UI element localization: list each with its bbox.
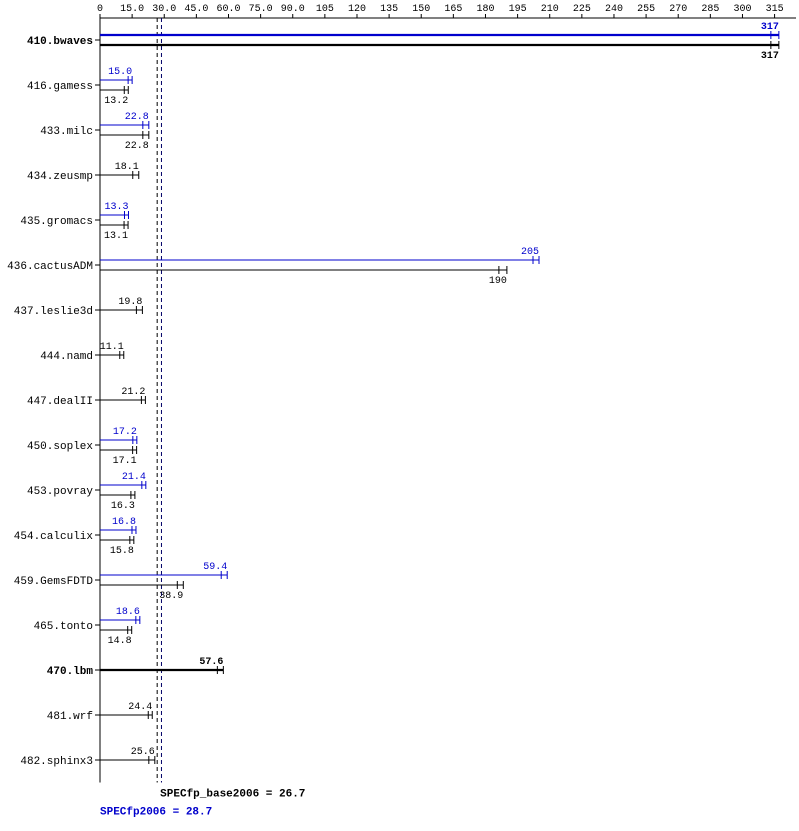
base-value: 190 (489, 276, 507, 287)
peak-value: 59.4 (203, 562, 227, 573)
spec-benchmark-chart: 0 15.0 30.0 45.0 60.0 75.0 90.0 105 120 135 150 165… (0, 0, 799, 831)
peak-value: 22.8 (125, 112, 149, 123)
x-tick-label: 315 (766, 4, 784, 15)
base-value: 19.8 (118, 297, 142, 308)
base-value: 24.4 (128, 702, 152, 713)
x-tick-label: 300 (733, 4, 751, 15)
summary-base-label: SPECfp_base2006 = 26.7 (160, 789, 305, 801)
benchmark-label: 435.gromacs (20, 216, 93, 228)
base-value: 317 (761, 51, 779, 62)
x-tick-label: 210 (541, 4, 559, 15)
peak-value: 15.0 (108, 67, 132, 78)
base-value: 21.2 (121, 387, 145, 398)
x-tick-label: 255 (637, 4, 655, 15)
benchmark-label: 459.GemsFDTD (14, 576, 94, 588)
benchmark-label: 482.sphinx3 (20, 756, 93, 768)
x-tick-label: 225 (573, 4, 591, 15)
x-tick-label: 60.0 (216, 4, 240, 15)
peak-value: 13.3 (104, 202, 128, 213)
x-tick-label: 195 (509, 4, 527, 15)
base-value: 57.6 (199, 657, 223, 668)
base-value: 38.9 (159, 591, 183, 602)
x-tick-label: 150 (412, 4, 430, 15)
benchmark-label: 436.cactusADM (7, 261, 93, 273)
benchmark-label: 470.lbm (47, 666, 94, 678)
peak-value: 205 (521, 247, 539, 258)
x-tick-label: 285 (701, 4, 719, 15)
x-tick-label: 240 (605, 4, 623, 15)
benchmark-label: 481.wrf (47, 711, 93, 723)
base-value: 13.2 (104, 96, 128, 107)
benchmark-label: 433.milc (40, 126, 93, 138)
x-tick-label: 180 (476, 4, 494, 15)
benchmark-label: 410.bwaves (27, 36, 93, 48)
x-tick-label: 270 (669, 4, 687, 15)
peak-value: 18.6 (116, 607, 140, 618)
base-value: 22.8 (125, 141, 149, 152)
benchmark-label: 447.dealII (27, 396, 93, 408)
peak-value: 16.8 (112, 517, 136, 528)
base-value: 18.1 (115, 162, 139, 173)
benchmark-label: 444.namd (40, 351, 93, 363)
base-value: 13.1 (104, 231, 128, 242)
x-tick-label: 90.0 (281, 4, 305, 15)
benchmark-label: 465.tonto (34, 621, 93, 633)
benchmark-label: 450.soplex (27, 441, 93, 453)
x-tick-label: 75.0 (249, 4, 273, 15)
base-value: 11.1 (100, 342, 124, 353)
x-tick-label: 120 (348, 4, 366, 15)
benchmark-label: 454.calculix (14, 531, 94, 543)
x-tick-label: 30.0 (152, 4, 176, 15)
base-value: 16.3 (111, 501, 135, 512)
x-tick-label: 0 (97, 4, 103, 15)
x-tick-label: 135 (380, 4, 398, 15)
base-value: 17.1 (113, 456, 137, 467)
x-tick-label: 105 (316, 4, 334, 15)
x-tick-label: 45.0 (184, 4, 208, 15)
benchmark-label: 416.gamess (27, 81, 93, 93)
base-value: 25.6 (131, 747, 155, 758)
benchmark-label: 453.povray (27, 486, 93, 498)
benchmark-label: 434.zeusmp (27, 171, 93, 183)
x-tick-label: 15.0 (120, 4, 144, 15)
base-value: 15.8 (110, 546, 134, 557)
summary-peak-label: SPECfp2006 = 28.7 (100, 807, 212, 819)
peak-value: 17.2 (113, 427, 137, 438)
benchmark-label: 437.leslie3d (14, 306, 93, 318)
peak-value: 317 (761, 22, 779, 33)
base-value: 14.8 (108, 636, 132, 647)
x-tick-label: 165 (444, 4, 462, 15)
peak-value: 21.4 (122, 472, 146, 483)
